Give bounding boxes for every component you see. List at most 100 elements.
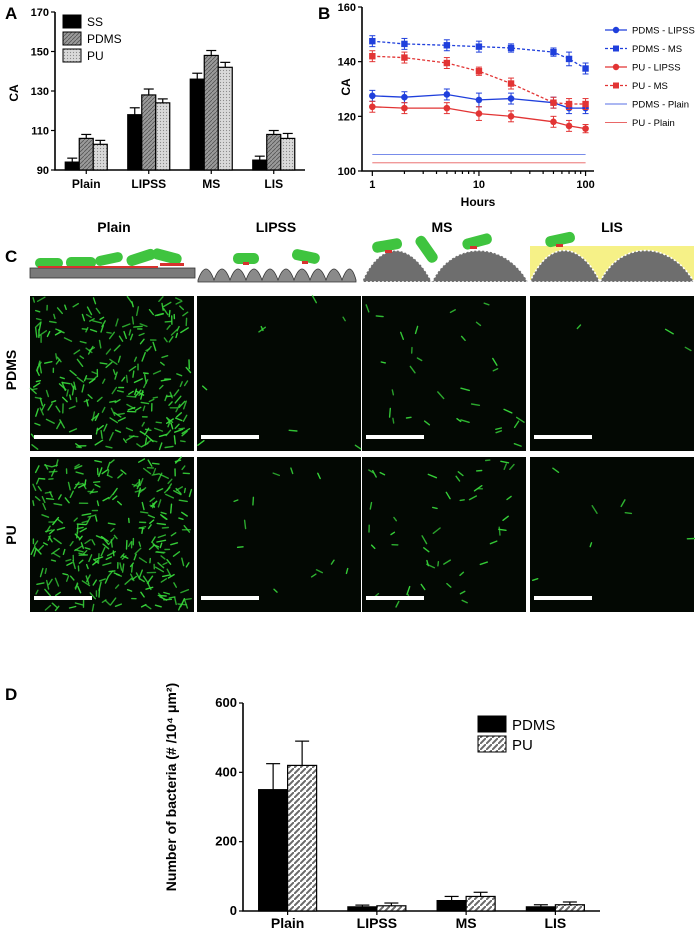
bacterium	[165, 321, 171, 322]
data-point	[582, 101, 588, 107]
bacterium	[91, 492, 97, 493]
data-point	[444, 42, 450, 48]
schematic-ms	[362, 232, 528, 282]
condition-label-plain: Plain	[97, 219, 130, 235]
bacterium	[185, 489, 186, 493]
data-point	[566, 123, 573, 130]
bacterium	[133, 371, 134, 377]
chart-d-ylabel: Number of bacteria (# /10⁴ μm²)	[163, 683, 179, 891]
bacterium	[499, 529, 506, 530]
y-tick-label: 200	[215, 834, 237, 849]
data-point	[401, 41, 407, 47]
y-tick-label: 400	[215, 764, 237, 779]
y-tick-label: 100	[338, 166, 356, 178]
category-label: LIPSS	[357, 915, 397, 931]
bar	[142, 95, 156, 170]
bacterium	[376, 316, 383, 317]
panel-letter-b: B	[318, 4, 330, 23]
scale-bar	[201, 435, 259, 439]
micrograph-pdms-plain	[30, 296, 194, 451]
bacterium	[164, 599, 172, 600]
legend-swatch	[478, 716, 506, 732]
legend-label: SS	[87, 15, 103, 29]
data-point	[550, 119, 557, 126]
data-point	[401, 105, 408, 112]
bar	[281, 138, 295, 170]
bacterium	[144, 373, 149, 374]
bacterium	[47, 499, 54, 500]
legend-label: PU	[512, 737, 533, 754]
bar	[259, 790, 288, 911]
bar	[93, 144, 107, 170]
bar	[218, 67, 232, 170]
data-point	[508, 95, 515, 102]
bar	[348, 907, 377, 911]
data-point	[508, 45, 514, 51]
schematic-lis	[530, 231, 694, 282]
bacterium	[107, 332, 111, 333]
category-label: LIS	[544, 915, 566, 931]
legend-swatch	[63, 32, 81, 45]
bacterium	[94, 482, 100, 483]
bacterium	[460, 500, 464, 501]
data-point	[369, 38, 375, 44]
bacterium	[381, 362, 385, 363]
scale-bar	[534, 596, 592, 600]
data-point	[476, 68, 482, 74]
legend-label: PDMS - LIPSS	[632, 26, 695, 37]
data-point	[508, 113, 515, 120]
legend-swatch	[63, 15, 81, 28]
bacterium-icon	[125, 248, 157, 268]
data-point	[582, 65, 588, 71]
y-tick-label: 160	[338, 2, 356, 14]
bar	[267, 134, 281, 170]
scale-bar	[534, 435, 592, 439]
micrograph-pdms-lis	[530, 296, 694, 451]
category-label: LIPSS	[131, 177, 166, 191]
data-point	[566, 101, 572, 107]
data-point	[369, 93, 376, 100]
y-tick-label: 90	[37, 165, 49, 177]
scale-bar	[34, 596, 92, 600]
bar	[65, 162, 79, 170]
y-tick-label: 0	[230, 903, 237, 918]
chart-b-xlabel: Hours	[461, 195, 496, 209]
legend-swatch	[478, 736, 506, 752]
legend-swatch	[63, 49, 81, 62]
data-point	[369, 53, 375, 59]
y-tick-label: 140	[338, 57, 356, 69]
y-tick-label: 600	[215, 695, 237, 710]
legend-marker	[613, 46, 619, 52]
y-tick-label: 170	[31, 7, 49, 19]
bacterium	[390, 409, 391, 418]
scale-bar	[34, 435, 92, 439]
bacterium	[153, 397, 157, 398]
scale-bar	[366, 435, 424, 439]
micrograph-pu-lis	[530, 457, 694, 612]
bacterium	[438, 562, 439, 566]
panel-letter-c: C	[5, 247, 17, 266]
bar	[377, 906, 406, 911]
bacterium	[156, 422, 161, 423]
data-point	[401, 94, 408, 101]
bacterium-icon	[413, 234, 439, 265]
bacterium	[77, 524, 86, 525]
panel-letter-d: D	[5, 685, 17, 704]
data-point	[444, 105, 451, 112]
bacterium	[238, 547, 243, 548]
micrograph-pu-ms	[362, 457, 526, 612]
bacterium	[179, 428, 184, 429]
x-tick-label: 10	[473, 179, 485, 191]
data-point	[550, 49, 556, 55]
bacterium	[113, 551, 114, 556]
data-point	[476, 110, 483, 117]
bacterium	[158, 595, 166, 596]
bacterium	[174, 436, 175, 444]
bacterium	[393, 418, 394, 423]
category-label: MS	[456, 915, 477, 931]
bar	[437, 901, 466, 911]
bacterium-icon	[461, 232, 493, 250]
bacterium-icon	[151, 247, 183, 265]
bar	[79, 138, 93, 170]
